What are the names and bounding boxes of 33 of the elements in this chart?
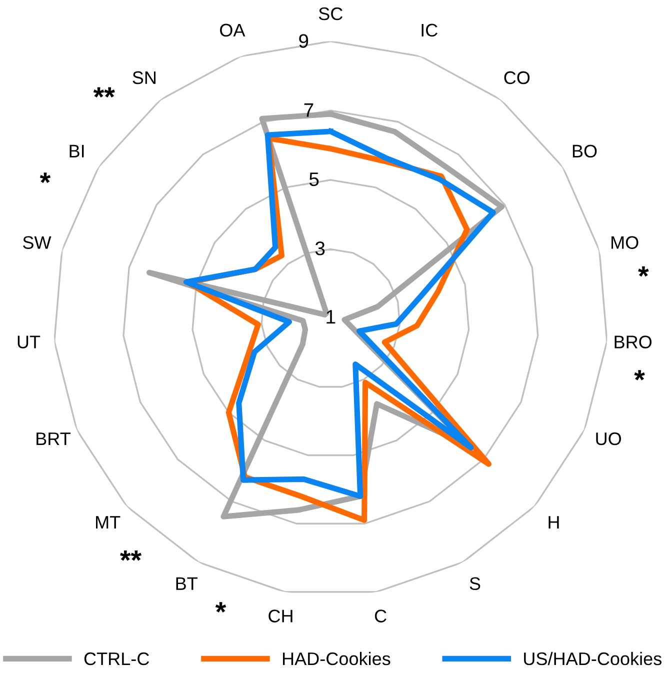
spoke-label: MT <box>96 516 120 529</box>
text: * <box>638 266 649 277</box>
spoke-label: BRT <box>36 432 70 445</box>
spoke-label: BRO <box>614 336 652 348</box>
y-tick-label: 5 <box>309 172 319 186</box>
text: * <box>40 172 51 183</box>
legend-label: CTRL-C <box>84 652 150 666</box>
text: ** <box>120 550 142 561</box>
spoke-label: CH <box>268 610 292 622</box>
spoke-label: CO <box>504 71 530 84</box>
spoke-label: H <box>548 516 559 529</box>
spoke-label: BO <box>572 144 597 158</box>
y-tick-label: 9 <box>299 34 308 48</box>
spoke-label: C <box>374 610 386 622</box>
spoke-label: S <box>470 577 480 590</box>
y-tick-label: 7 <box>304 103 314 117</box>
spoke-label: UT <box>18 336 40 348</box>
y-tick-label: 1 <box>326 310 336 324</box>
spoke-label: SN <box>132 71 156 84</box>
text: ** <box>93 87 115 98</box>
spoke-label: MO <box>612 236 638 249</box>
spoke-label: SW <box>23 236 52 249</box>
spoke-label: SC <box>318 7 343 20</box>
spoke-label: OA <box>220 24 246 37</box>
spoke-label: IC <box>422 24 438 37</box>
y-tick-label: 3 <box>315 241 325 256</box>
spoke-label: UO <box>596 432 622 446</box>
text: * <box>634 370 645 380</box>
text: * <box>215 602 226 612</box>
spoke-label: BT <box>176 577 198 590</box>
legend-label: US/HAD-Cookies <box>524 652 662 666</box>
spoke-label: BI <box>70 144 84 158</box>
legend-label: HAD-Cookies <box>282 652 390 666</box>
